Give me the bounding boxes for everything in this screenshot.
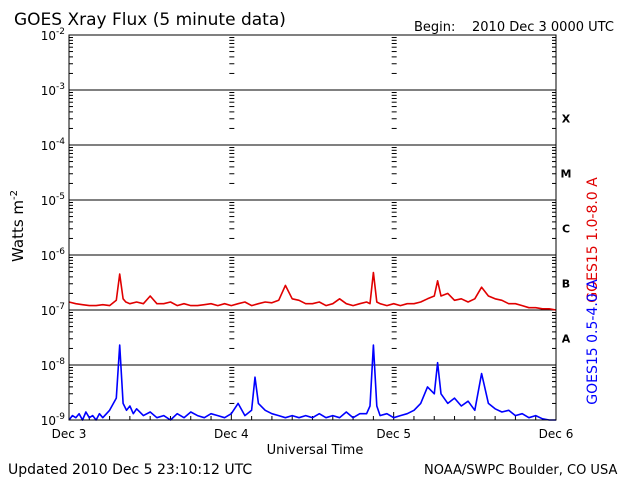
y-tick-label: 10-4 — [41, 137, 66, 153]
y-tick-base: 10 — [41, 139, 56, 153]
legend-short-channel: GOES15 0.5-4.0 A — [585, 279, 601, 405]
axis-ticks — [68, 37, 557, 421]
y-tick-label: 10-9 — [41, 412, 66, 428]
y-tick-exponent: -9 — [56, 412, 65, 422]
series-layer — [68, 271, 557, 421]
y-axis-label-main: Watts m — [9, 200, 27, 262]
y-tick-label: 10-8 — [41, 357, 66, 373]
y-tick-base: 10 — [41, 304, 56, 318]
y-tick-exponent: -4 — [56, 137, 65, 147]
y-tick-exponent: -3 — [56, 82, 65, 92]
y-tick-label: 10-2 — [41, 27, 65, 43]
series-line-short-channel — [68, 344, 556, 421]
y-tick-base: 10 — [41, 249, 56, 263]
chart-title: GOES Xray Flux (5 minute data) — [14, 10, 286, 30]
y-tick-exponent: -2 — [56, 27, 65, 37]
y-tick-base: 10 — [41, 84, 56, 98]
x-tick-label: Dec 5 — [376, 427, 411, 441]
y-tick-label: 10-7 — [41, 302, 65, 318]
y-tick-base: 10 — [41, 29, 56, 43]
flare-class-label: B — [562, 278, 570, 291]
flare-class-label: A — [562, 333, 571, 346]
y-tick-exponent: -5 — [56, 192, 65, 202]
y-axis-label: Watts m-2 — [9, 190, 27, 262]
y-axis-label-exponent: -2 — [9, 190, 20, 200]
y-tick-base: 10 — [41, 359, 56, 373]
y-tick-exponent: -7 — [56, 302, 65, 312]
y-tick-base: 10 — [41, 414, 56, 428]
flare-class-label: X — [562, 113, 571, 126]
y-tick-label: 10-6 — [41, 247, 66, 263]
y-tick-label: 10-3 — [41, 82, 65, 98]
y-tick-exponent: -6 — [56, 247, 65, 257]
grid — [69, 34, 556, 421]
updated-timestamp: Updated 2010 Dec 5 23:10:12 UTC — [8, 462, 252, 478]
x-tick-label: Dec 3 — [52, 427, 87, 441]
y-tick-label: 10-5 — [41, 192, 65, 208]
x-tick-label: Dec 4 — [214, 427, 249, 441]
x-tick-label: Dec 6 — [539, 427, 574, 441]
x-axis-label: Universal Time — [267, 443, 364, 458]
flare-class-label: C — [562, 223, 570, 236]
y-tick-base: 10 — [41, 194, 56, 208]
legend-long-channel: GOES15 1.0-8.0 A — [585, 177, 601, 303]
begin-label: Begin: — [414, 20, 455, 35]
flare-class-label: M — [561, 168, 572, 181]
begin-value: 2010 Dec 3 0000 UTC — [472, 20, 614, 35]
credit-text: NOAA/SWPC Boulder, CO USA — [424, 463, 617, 478]
series-line-long-channel — [68, 271, 557, 311]
plot-frame — [68, 34, 557, 421]
y-tick-exponent: -8 — [56, 357, 65, 367]
